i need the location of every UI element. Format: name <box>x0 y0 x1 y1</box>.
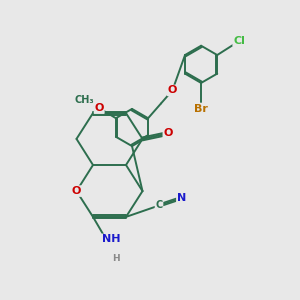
Text: H: H <box>112 254 119 263</box>
Text: Br: Br <box>194 104 208 114</box>
Text: O: O <box>72 186 81 196</box>
Text: O: O <box>168 85 177 95</box>
Text: O: O <box>94 103 104 113</box>
Text: CH₃: CH₃ <box>74 95 94 105</box>
Text: NH: NH <box>102 234 120 244</box>
Text: O: O <box>163 128 173 139</box>
Text: Cl: Cl <box>233 36 245 46</box>
Text: C: C <box>155 200 163 211</box>
Text: N: N <box>177 193 186 203</box>
